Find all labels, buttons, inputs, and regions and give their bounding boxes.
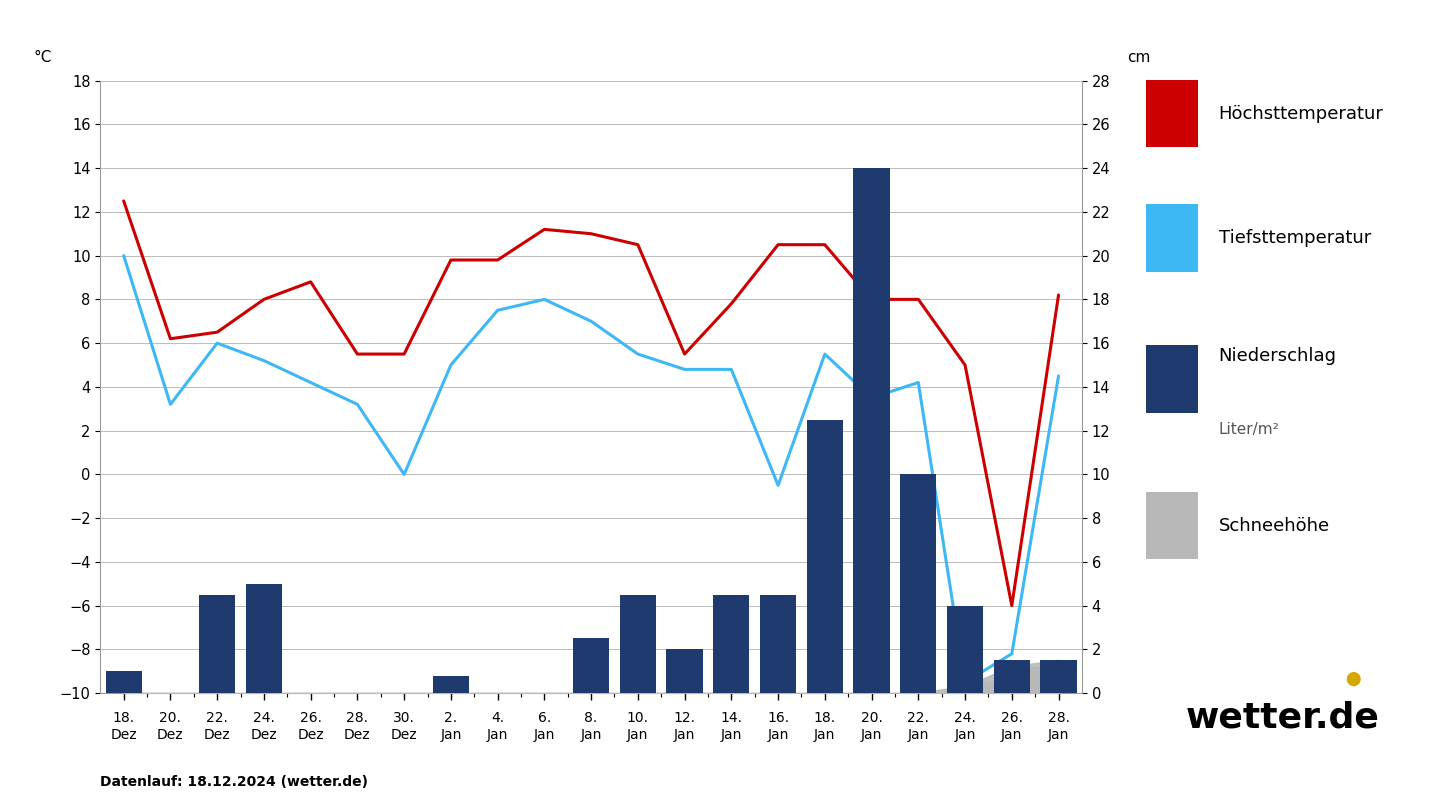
Bar <box>759 595 797 693</box>
Text: Jan: Jan <box>440 728 461 742</box>
Bar <box>433 675 469 693</box>
Text: Jan: Jan <box>907 728 929 742</box>
Bar <box>666 650 702 693</box>
Bar <box>807 420 843 693</box>
Text: Jan: Jan <box>954 728 976 742</box>
Text: 24.: 24. <box>954 711 976 725</box>
Text: 20.: 20. <box>159 711 182 725</box>
Text: 20.: 20. <box>861 711 883 725</box>
Text: 26.: 26. <box>1000 711 1023 725</box>
Text: Jan: Jan <box>1002 728 1023 742</box>
Bar <box>900 475 936 693</box>
FancyBboxPatch shape <box>1146 204 1198 272</box>
Bar <box>993 660 1030 693</box>
Text: 18.: 18. <box>113 711 135 725</box>
Text: 28.: 28. <box>347 711 368 725</box>
Text: cm: cm <box>1128 50 1151 65</box>
Text: 22.: 22. <box>206 711 228 725</box>
Text: 16.: 16. <box>767 711 790 725</box>
Text: 10.: 10. <box>626 711 649 725</box>
FancyBboxPatch shape <box>1146 492 1198 559</box>
Text: 12.: 12. <box>674 711 695 725</box>
Text: 22.: 22. <box>907 711 929 725</box>
Text: 26.: 26. <box>299 711 321 725</box>
Text: Dez: Dez <box>251 728 277 742</box>
Bar <box>854 168 890 693</box>
Text: 2.: 2. <box>444 711 457 725</box>
Bar <box>106 671 142 693</box>
Text: Berlin – 42 Tage Wettertrend: Berlin – 42 Tage Wettertrend <box>115 31 520 55</box>
Text: Dez: Dez <box>297 728 324 742</box>
Text: ⬤: ⬤ <box>1346 671 1360 686</box>
Text: 8.: 8. <box>585 711 598 725</box>
Text: 14.: 14. <box>721 711 742 725</box>
Text: Höchsttemperatur: Höchsttemperatur <box>1218 105 1383 123</box>
FancyBboxPatch shape <box>1146 345 1198 413</box>
Text: Datenlauf: 18.12.2024 (wetter.de): Datenlauf: 18.12.2024 (wetter.de) <box>100 775 368 789</box>
FancyBboxPatch shape <box>1146 80 1198 147</box>
Text: Jan: Jan <box>533 728 555 742</box>
Text: Liter/m²: Liter/m² <box>1218 422 1280 437</box>
Text: Dez: Dez <box>344 728 371 742</box>
Text: Jan: Jan <box>721 728 742 742</box>
Text: Jan: Jan <box>1048 728 1069 742</box>
Text: Jan: Jan <box>628 728 649 742</box>
Text: Dez: Dez <box>203 728 231 742</box>
Text: Schneehöhe: Schneehöhe <box>1218 517 1330 534</box>
Text: Jan: Jan <box>814 728 835 742</box>
Text: Dez: Dez <box>110 728 138 742</box>
Text: 4.: 4. <box>492 711 504 725</box>
Text: °C: °C <box>33 50 52 65</box>
Text: Jan: Jan <box>487 728 509 742</box>
Bar <box>199 595 235 693</box>
Text: 6.: 6. <box>537 711 552 725</box>
Text: Jan: Jan <box>861 728 883 742</box>
Bar <box>947 605 983 693</box>
Bar <box>1040 660 1076 693</box>
Text: wetter.de: wetter.de <box>1185 700 1380 734</box>
Text: 24.: 24. <box>254 711 275 725</box>
Text: Tiefsttemperatur: Tiefsttemperatur <box>1218 229 1371 247</box>
Polygon shape <box>919 660 1059 693</box>
Text: Niederschlag: Niederschlag <box>1218 347 1337 365</box>
Text: 18.: 18. <box>814 711 835 725</box>
Bar <box>246 584 282 693</box>
Bar <box>619 595 656 693</box>
Text: Jan: Jan <box>674 728 695 742</box>
Bar <box>573 638 609 693</box>
Text: 28.: 28. <box>1048 711 1069 725</box>
Text: Dez: Dez <box>391 728 417 742</box>
Text: Jan: Jan <box>580 728 602 742</box>
Text: Jan: Jan <box>768 728 788 742</box>
Bar <box>714 595 749 693</box>
Text: Dez: Dez <box>158 728 183 742</box>
Text: 30.: 30. <box>393 711 416 725</box>
